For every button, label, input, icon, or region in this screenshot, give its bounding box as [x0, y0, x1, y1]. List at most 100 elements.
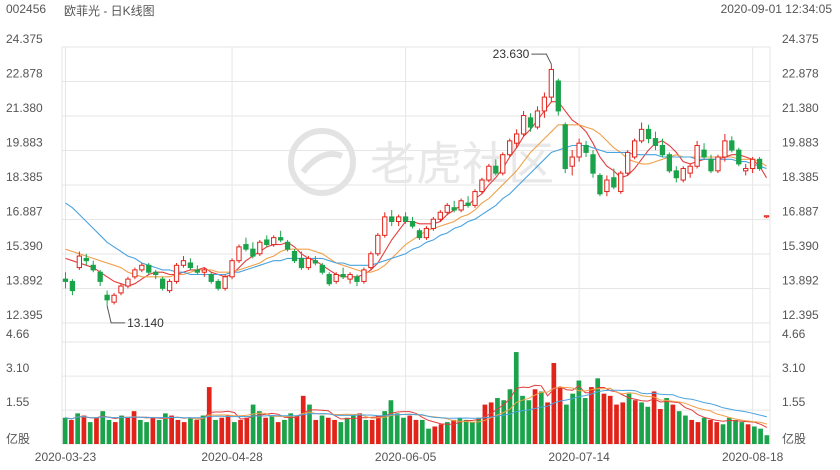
header-bar: 002456 欧菲光 - 日K线图 2020-09-01 12:34:05 [0, 0, 840, 18]
volume-bar [658, 408, 663, 444]
candle-body [111, 294, 117, 303]
candle-body [326, 274, 332, 285]
volume-bar [545, 402, 550, 444]
price-axis-right: 24.375 22.878 21.380 19.883 18.385 16.887 15.3… [782, 32, 819, 322]
volume-bar [257, 411, 262, 444]
candle-body [368, 253, 374, 269]
volume-bar [388, 400, 394, 444]
annotations: 23.630 13.140 [106, 47, 552, 330]
candle-body [62, 278, 69, 282]
volume-bar [150, 417, 156, 444]
candle-body [458, 200, 464, 211]
candle-body [583, 144, 589, 153]
watermark: 老虎社区 [288, 128, 554, 196]
candle-body [118, 285, 124, 294]
volume-bar [438, 424, 444, 444]
volume-bar [307, 404, 312, 444]
candle-body [763, 215, 770, 218]
candle-body [375, 234, 381, 255]
price-tick-label: 13.892 [6, 274, 43, 288]
candle-body [298, 257, 305, 269]
candle-body [333, 274, 339, 282]
candle-body [472, 191, 478, 206]
volume-bar [75, 413, 81, 444]
volume-bar [407, 415, 413, 444]
candle-body [569, 156, 575, 167]
chart-title: 欧菲光 - 日K线图 [64, 4, 155, 18]
candle-body [673, 170, 679, 179]
candle-body [215, 280, 221, 289]
volume-bar [520, 395, 525, 444]
candle-body [513, 133, 520, 144]
volume-bar [745, 424, 751, 444]
volume-bar [263, 417, 268, 444]
volume-bar [695, 422, 701, 444]
candle-body [479, 179, 485, 193]
volume-bar [376, 415, 381, 444]
volume-bar [112, 422, 118, 444]
volume-bar [225, 415, 231, 444]
volume-bar [683, 415, 688, 444]
candle-body [562, 124, 568, 170]
volume-bar [244, 417, 250, 444]
candle-body [715, 156, 721, 172]
candle-body [159, 278, 166, 289]
candle-body [340, 274, 346, 278]
volume-bar [739, 422, 745, 444]
volume-bar [726, 417, 732, 444]
volume-bar [181, 422, 187, 444]
candle-body [208, 274, 214, 282]
watermark-text: 老虎社区 [370, 138, 554, 190]
volume-bar [495, 398, 500, 444]
date-tick-label: 2020-04-28 [201, 450, 263, 464]
candle-body [153, 271, 159, 276]
moving-average-lines [65, 101, 767, 287]
price-tick-label: 21.380 [782, 101, 819, 115]
volume-bar [69, 419, 74, 444]
volume-bar [119, 415, 124, 444]
volume-tick-label: 1.55 [782, 395, 806, 409]
volume-bar [419, 419, 425, 444]
date-tick-label: 2020-06-05 [375, 450, 437, 464]
candle-body [743, 168, 749, 172]
candle-body [187, 262, 194, 269]
date-tick-label: 2020-07-14 [548, 450, 610, 464]
volume-bar [482, 404, 488, 444]
volume-bar [601, 393, 607, 444]
price-tick-label: 12.395 [6, 308, 43, 322]
volume-bar [137, 419, 143, 444]
candle-body [694, 144, 700, 167]
candle-body [500, 154, 506, 174]
candle-body [180, 260, 187, 266]
candle-body [687, 165, 693, 174]
volume-bar [206, 387, 212, 444]
candle-body [222, 276, 228, 289]
candle-body [416, 230, 423, 239]
candle-body [264, 239, 270, 246]
volume-bar [589, 387, 594, 444]
volume-bar [488, 402, 494, 444]
volume-bar [720, 424, 726, 444]
candles [62, 64, 770, 306]
low-price-label: 13.140 [127, 316, 164, 330]
volume-bar [194, 419, 200, 444]
volume-bar [714, 422, 720, 444]
volume-bar [632, 400, 638, 444]
candle-body [680, 168, 686, 181]
candle-body [90, 264, 96, 271]
price-tick-label: 16.887 [6, 205, 43, 219]
volume-bar [557, 387, 563, 444]
candle-body [104, 294, 110, 301]
ma-line-ma20 [65, 144, 767, 276]
volume-bar [733, 419, 738, 444]
volume-tick-label: 3.10 [6, 361, 30, 375]
volume-bar [651, 391, 657, 444]
candle-body [361, 269, 367, 282]
volume-bar [332, 419, 337, 444]
volume-bar [413, 419, 419, 444]
grid-lines [61, 46, 771, 445]
candle-body [389, 216, 395, 223]
volume-bar [708, 419, 713, 444]
volume-bar [507, 389, 513, 444]
